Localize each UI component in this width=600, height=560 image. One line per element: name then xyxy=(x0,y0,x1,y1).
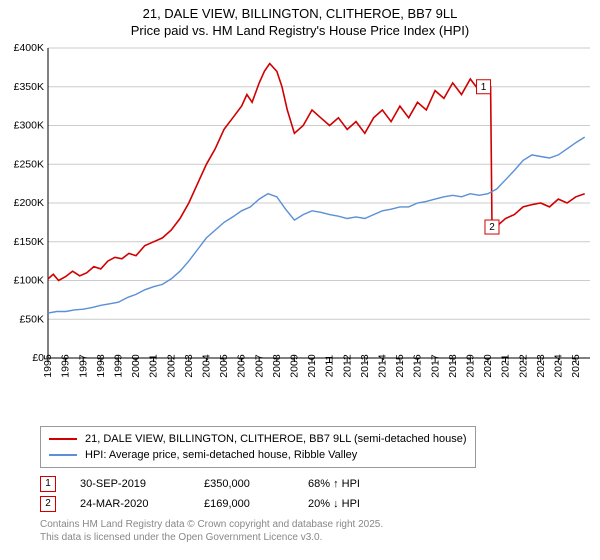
chart-title-line2: Price paid vs. HM Land Registry's House … xyxy=(10,23,590,38)
legend-item: HPI: Average price, semi-detached house,… xyxy=(49,447,467,463)
chart-container: { "title_line1": "21, DALE VIEW, BILLING… xyxy=(0,0,600,544)
event-price: £350,000 xyxy=(204,474,284,494)
event-date: 30-SEP-2019 xyxy=(80,474,180,494)
legend-swatch xyxy=(49,438,77,440)
y-tick-label: £100K xyxy=(14,275,44,287)
event-marker-number: 2 xyxy=(489,222,495,233)
event-pct: 68% ↑ HPI xyxy=(308,474,408,494)
y-tick-label: £50K xyxy=(19,313,44,325)
series-hpi xyxy=(48,137,585,313)
footer-line: Contains HM Land Registry data © Crown c… xyxy=(40,518,590,531)
y-tick-label: £150K xyxy=(14,236,44,248)
footer-line: This data is licensed under the Open Gov… xyxy=(40,531,590,544)
chart-svg: £0£50K£100K£150K£200K£250K£300K£350K£400… xyxy=(0,40,600,420)
y-tick-label: £250K xyxy=(14,158,44,170)
y-tick-label: £300K xyxy=(14,120,44,132)
event-row: 1 30-SEP-2019 £350,000 68% ↑ HPI xyxy=(40,474,590,494)
event-marker-icon: 2 xyxy=(40,496,56,512)
footer-attribution: Contains HM Land Registry data © Crown c… xyxy=(40,518,590,544)
event-date: 24-MAR-2020 xyxy=(80,494,180,514)
event-pct: 20% ↓ HPI xyxy=(308,494,408,514)
event-marker-icon: 1 xyxy=(40,476,56,492)
legend-swatch xyxy=(49,454,77,456)
legend-item: 21, DALE VIEW, BILLINGTON, CLITHEROE, BB… xyxy=(49,431,467,447)
legend: 21, DALE VIEW, BILLINGTON, CLITHEROE, BB… xyxy=(40,426,476,468)
legend-label: 21, DALE VIEW, BILLINGTON, CLITHEROE, BB… xyxy=(85,431,467,447)
y-tick-label: £200K xyxy=(14,197,44,209)
legend-label: HPI: Average price, semi-detached house,… xyxy=(85,447,357,463)
y-tick-label: £350K xyxy=(14,81,44,93)
chart-plot: £0£50K£100K£150K£200K£250K£300K£350K£400… xyxy=(0,40,600,420)
event-marker-number: 1 xyxy=(481,82,487,93)
chart-title-line1: 21, DALE VIEW, BILLINGTON, CLITHEROE, BB… xyxy=(10,6,590,21)
series-price_paid xyxy=(48,64,585,281)
event-row: 2 24-MAR-2020 £169,000 20% ↓ HPI xyxy=(40,494,590,514)
event-table: 1 30-SEP-2019 £350,000 68% ↑ HPI 2 24-MA… xyxy=(40,474,590,514)
event-price: £169,000 xyxy=(204,494,284,514)
y-tick-label: £400K xyxy=(14,42,44,54)
chart-title-block: 21, DALE VIEW, BILLINGTON, CLITHEROE, BB… xyxy=(0,0,600,40)
